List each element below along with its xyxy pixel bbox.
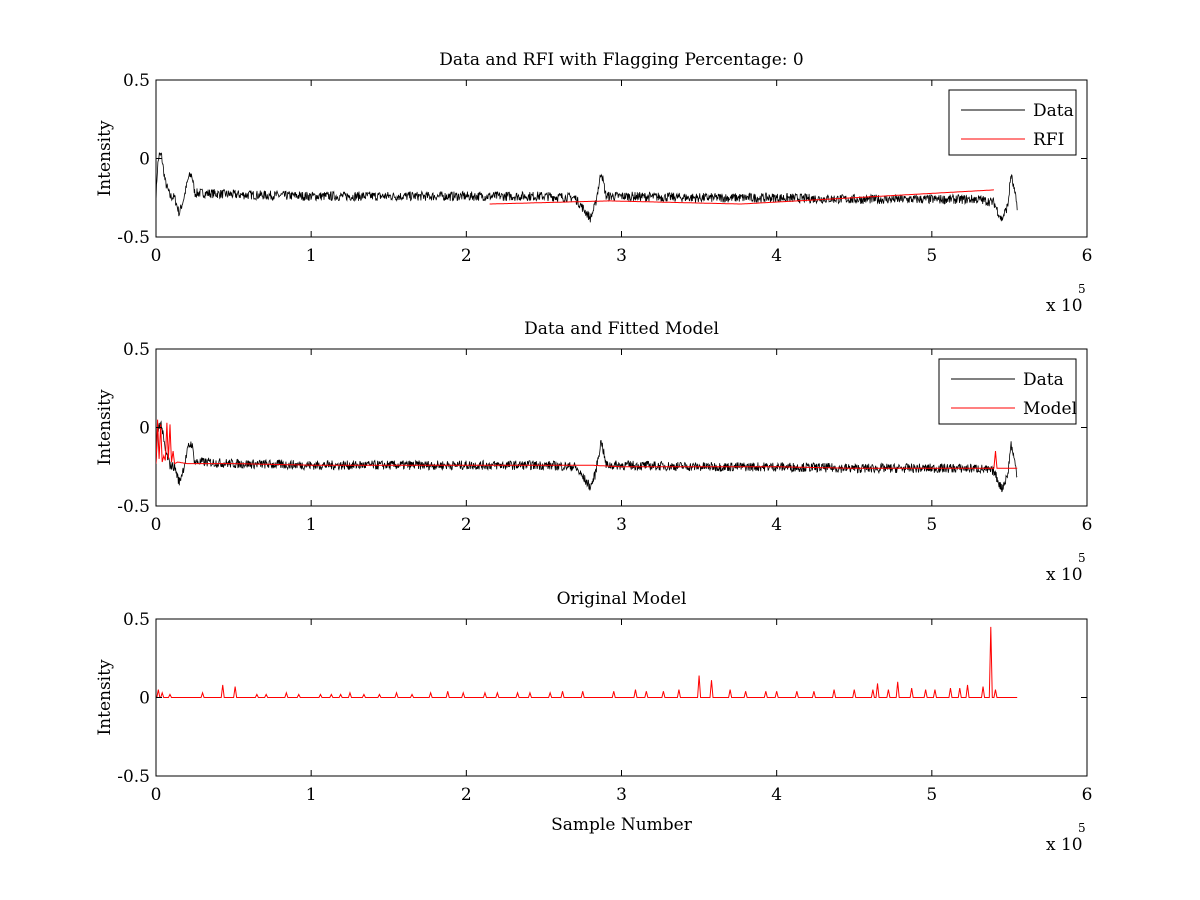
chart-title: Data and Fitted Model	[524, 319, 719, 339]
y-axis-label: Intensity	[95, 120, 115, 196]
y-axis-label: Intensity	[95, 389, 115, 465]
chart-title: Original Model	[557, 589, 687, 609]
x-exponent-label: x 10	[1046, 296, 1083, 316]
legend-label-data: Data	[1033, 101, 1074, 121]
legend-box	[938, 358, 1077, 425]
x-tick-label: 6	[1082, 246, 1093, 266]
data-layer	[156, 419, 1018, 493]
y-tick-label: 0	[139, 419, 150, 439]
x-exponent-label: x 10	[1046, 835, 1083, 855]
x-exponent: 5	[1078, 282, 1086, 296]
x-tick-label: 2	[461, 515, 472, 535]
y-tick-label: 0.5	[123, 610, 150, 630]
y-tick-label: 0	[139, 150, 150, 170]
x-tick-label: 5	[926, 515, 937, 535]
x-tick-label: 1	[306, 246, 317, 266]
x-exponent: 5	[1078, 551, 1086, 565]
x-tick-label: 2	[461, 246, 472, 266]
data-layer	[156, 626, 1018, 698]
y-tick-label: 0.5	[123, 340, 150, 360]
x-tick-label: 1	[306, 515, 317, 535]
plot-area	[155, 79, 1088, 238]
x-tick-label: 0	[151, 515, 162, 535]
x-tick-label: 5	[926, 785, 937, 805]
x-axis-label: Sample Number	[551, 815, 693, 835]
x-tick-label: 3	[616, 246, 627, 266]
x-tick-label: 4	[771, 246, 782, 266]
legend-label-rfi: RFI	[1033, 130, 1064, 150]
y-tick-label: -0.5	[117, 497, 150, 517]
y-tick-label: 0.5	[123, 71, 150, 91]
legend: Data RFI	[948, 89, 1077, 156]
series-line-rfi	[489, 189, 994, 205]
x-tick-label: 2	[461, 785, 472, 805]
x-tick-label: 4	[771, 515, 782, 535]
legend-label-data: Data	[1023, 370, 1064, 390]
x-tick-label: 6	[1082, 785, 1093, 805]
x-tick-label: 6	[1082, 515, 1093, 535]
series-line-model	[156, 419, 1018, 469]
legend-box	[948, 89, 1077, 156]
x-tick-label: 3	[616, 785, 627, 805]
plot-area	[155, 348, 1088, 507]
y-tick-label: -0.5	[117, 767, 150, 787]
x-tick-label: 0	[151, 785, 162, 805]
chart-title: Data and RFI with Flagging Percentage: 0	[439, 50, 803, 70]
x-tick-label: 4	[771, 785, 782, 805]
series-line-data	[156, 152, 1018, 223]
x-tick-label: 3	[616, 515, 627, 535]
x-exponent: 5	[1078, 821, 1086, 835]
y-axis-label: Intensity	[95, 659, 115, 735]
data-layer	[156, 152, 1018, 223]
y-tick-label: 0	[139, 689, 150, 709]
x-exponent-label: x 10	[1046, 565, 1083, 585]
y-tick-label: -0.5	[117, 228, 150, 248]
x-tick-label: 1	[306, 785, 317, 805]
x-tick-label: 0	[151, 246, 162, 266]
legend-label-model: Model	[1023, 399, 1077, 419]
legend: Data Model	[938, 358, 1077, 425]
series-line-data	[156, 420, 1018, 493]
x-tick-label: 5	[926, 246, 937, 266]
series-line-model	[156, 626, 1018, 698]
